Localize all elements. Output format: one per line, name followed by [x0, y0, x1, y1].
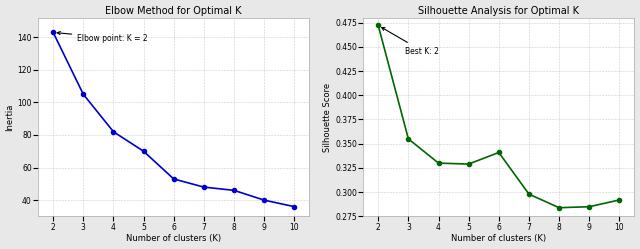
X-axis label: Number of clusters (K): Number of clusters (K) — [126, 235, 221, 244]
Y-axis label: Silhouette Score: Silhouette Score — [323, 82, 332, 152]
Y-axis label: Inertia: Inertia — [6, 103, 15, 131]
Title: Silhouette Analysis for Optimal K: Silhouette Analysis for Optimal K — [419, 5, 579, 15]
Text: Best K: 2: Best K: 2 — [381, 27, 439, 56]
Text: Elbow point: K = 2: Elbow point: K = 2 — [57, 32, 148, 43]
X-axis label: Number of clusters (K): Number of clusters (K) — [451, 235, 547, 244]
Title: Elbow Method for Optimal K: Elbow Method for Optimal K — [106, 5, 242, 15]
